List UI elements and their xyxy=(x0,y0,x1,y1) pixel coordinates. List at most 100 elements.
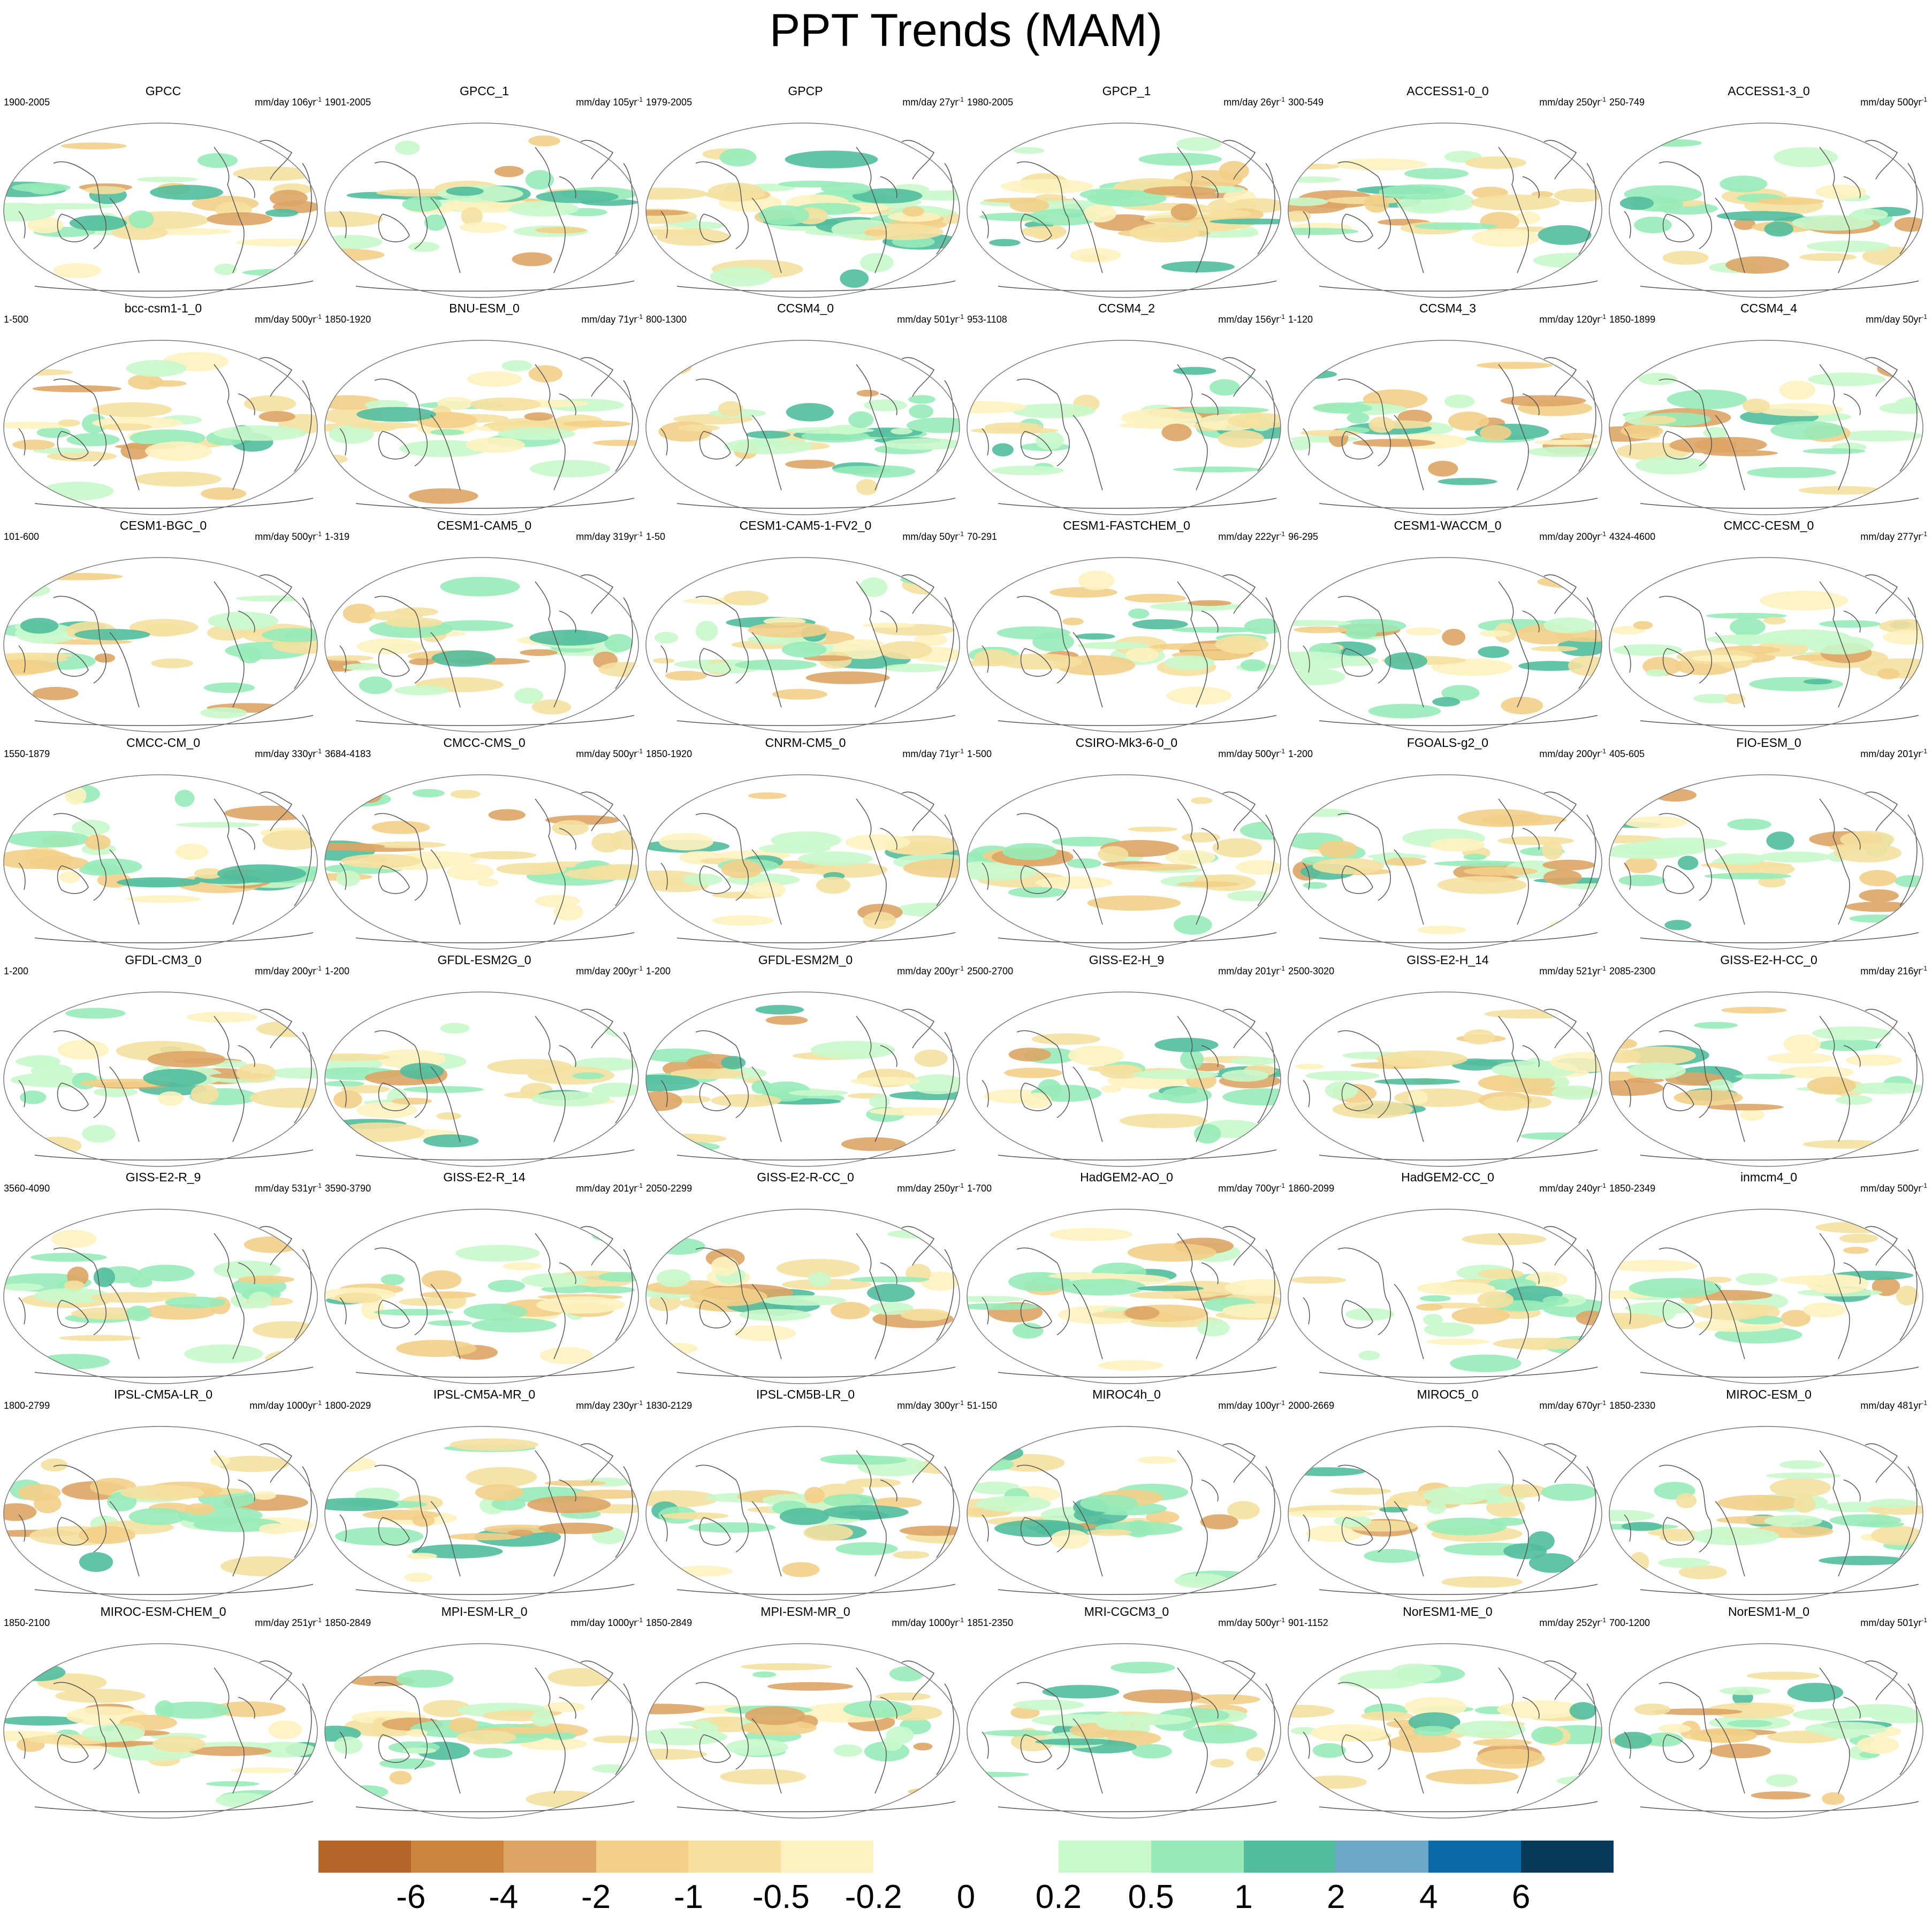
panel-year-range: 2085-2300 xyxy=(1609,966,1656,976)
trend-shading xyxy=(1609,1460,1923,1579)
map-projection xyxy=(645,340,960,515)
map-boundary xyxy=(1288,1643,1602,1819)
panel-units-text: mm/day 251yr xyxy=(255,1617,316,1628)
panel-units: mm/day 670yr-1 xyxy=(1539,1399,1606,1411)
panel-title: FIO-ESM_0 xyxy=(1736,736,1801,750)
panel-year-range: 96-295 xyxy=(1288,531,1319,542)
colorbar-swatch xyxy=(688,1841,781,1873)
panel-units: mm/day 201yr-1 xyxy=(1218,965,1285,977)
map-panel: IPSL-CM5A-MR_0 1800-2029 mm/day 230yr-1 xyxy=(324,1386,645,1603)
trend-shading xyxy=(325,360,638,504)
panel-units-text: mm/day 201yr xyxy=(1218,966,1280,976)
trend-shading xyxy=(325,1438,638,1582)
panel-units-text: mm/day 250yr xyxy=(1539,97,1601,108)
colorbar-tick-label: 1 xyxy=(1234,1879,1253,1915)
trend-shading xyxy=(646,1005,960,1152)
map-panel: IPSL-CM5B-LR_0 1830-2129 mm/day 300yr-1 xyxy=(645,1386,966,1603)
panel-title: CMCC-CESM_0 xyxy=(1723,518,1814,532)
map-panel: GFDL-ESM2G_0 1-200 mm/day 200yr-1 xyxy=(324,952,645,1169)
panel-year-range: 800-1300 xyxy=(646,314,687,325)
panel-units: mm/day 200yr-1 xyxy=(255,965,322,977)
panel-title: GISS-E2-R_9 xyxy=(125,1170,201,1184)
colorbar-tick-label: 0 xyxy=(956,1879,976,1915)
coastline xyxy=(982,791,1277,943)
colorbar-swatch xyxy=(1243,1841,1336,1873)
map-boundary xyxy=(3,1643,318,1819)
panel-units: mm/day 71yr-1 xyxy=(581,313,643,325)
map-boundary xyxy=(1609,1643,1923,1819)
map-boundary xyxy=(1609,1209,1923,1384)
panel-year-range: 1550-1879 xyxy=(4,749,50,759)
map-projection xyxy=(3,991,318,1167)
panel-units-text: mm/day 500yr xyxy=(1860,1183,1922,1194)
colorbar-tick-label: 0.5 xyxy=(1128,1879,1174,1915)
coastline xyxy=(1624,1660,1919,1812)
map-boundary xyxy=(1609,991,1923,1167)
panel-units: mm/day 250yr-1 xyxy=(1539,96,1606,108)
map-projection xyxy=(1288,1643,1602,1819)
trend-shading xyxy=(325,786,638,921)
panel-title: GPCP xyxy=(788,84,823,98)
panel-year-range: 1901-2005 xyxy=(325,97,371,108)
panel-units-exponent: -1 xyxy=(1921,96,1927,103)
map-boundary xyxy=(1288,123,1602,298)
trend-shading xyxy=(325,577,638,715)
colorbar-swatch xyxy=(873,1841,967,1873)
map-panel: GFDL-CM3_0 1-200 mm/day 200yr-1 xyxy=(3,952,324,1169)
panel-units-exponent: -1 xyxy=(637,965,643,972)
panel-units-text: mm/day 700yr xyxy=(1218,1183,1280,1194)
map-boundary xyxy=(324,991,639,1167)
map-boundary xyxy=(967,1643,1281,1819)
map-panel: CCSM4_2 953-1108 mm/day 156yr-1 xyxy=(966,300,1287,517)
panel-units-exponent: -1 xyxy=(958,1182,964,1189)
panel-title: GFDL-CM3_0 xyxy=(125,953,202,967)
coastline xyxy=(339,357,635,509)
map-boundary xyxy=(324,1643,639,1819)
panel-units: mm/day 105yr-1 xyxy=(576,96,643,108)
panel-year-range: 4324-4600 xyxy=(1609,531,1656,542)
panel-units-text: mm/day 200yr xyxy=(1539,749,1601,759)
panel-units-text: mm/day 1000yr xyxy=(249,1400,316,1411)
panel-units-exponent: -1 xyxy=(637,1182,643,1189)
coastline xyxy=(982,1226,1277,1378)
panel-units-text: mm/day 200yr xyxy=(897,966,959,976)
panel-year-range: 1-700 xyxy=(967,1183,992,1194)
panel-units-text: mm/day 670yr xyxy=(1539,1400,1601,1411)
map-projection xyxy=(3,1426,318,1601)
trend-shading xyxy=(979,137,1281,273)
map-boundary xyxy=(967,774,1281,950)
map-boundary xyxy=(967,557,1281,732)
map-panel: GISS-E2-R_14 3590-3790 mm/day 201yr-1 xyxy=(324,1169,645,1386)
panel-year-range: 1-200 xyxy=(4,966,29,976)
colorbar-ticks: -6 -4 -2 -1 -0.5 -0.2 0 0.2 0.5 1 2 4 6 xyxy=(318,1878,1614,1915)
coastline xyxy=(982,140,1277,292)
panel-year-range: 953-1108 xyxy=(967,314,1007,325)
map-panel: CSIRO-Mk3-6-0_0 1-500 mm/day 500yr-1 xyxy=(966,735,1287,951)
trend-shading xyxy=(1288,362,1602,485)
panel-units: mm/day 71yr-1 xyxy=(902,747,964,760)
panel-units-text: mm/day 200yr xyxy=(255,966,316,976)
panel-units-exponent: -1 xyxy=(1600,1616,1606,1624)
map-projection xyxy=(967,123,1281,298)
colorbar-swatch xyxy=(410,1841,504,1873)
coastline xyxy=(1624,1226,1919,1378)
panel-title: IPSL-CM5B-LR_0 xyxy=(756,1387,855,1401)
map-panel: IPSL-CM5A-LR_0 1800-2799 mm/day 1000yr-1 xyxy=(3,1386,324,1603)
panel-units-exponent: -1 xyxy=(958,313,964,320)
panel-title: CSIRO-Mk3-6-0_0 xyxy=(1075,736,1178,750)
panel-units-text: mm/day 200yr xyxy=(576,966,637,976)
panel-title: CESM1-BGC_0 xyxy=(119,518,207,532)
panel-title: MIROC-ESM-CHEM_0 xyxy=(100,1605,226,1619)
panel-title: GPCC_1 xyxy=(459,84,509,98)
coastline xyxy=(660,1226,956,1378)
map-projection xyxy=(1288,123,1602,298)
panel-title: IPSL-CM5A-MR_0 xyxy=(433,1387,536,1401)
panel-units: mm/day 501yr-1 xyxy=(1860,1616,1927,1629)
map-projection xyxy=(3,557,318,732)
coastline xyxy=(660,357,956,509)
panel-year-range: 3560-4090 xyxy=(4,1183,50,1194)
map-panel: NorESM1-ME_0 901-1152 mm/day 252yr-1 xyxy=(1287,1604,1608,1820)
panel-title: GISS-E2-R_14 xyxy=(443,1170,526,1184)
colorbar-tick-label: -2 xyxy=(581,1879,611,1915)
panel-title: FGOALS-g2_0 xyxy=(1406,736,1489,750)
